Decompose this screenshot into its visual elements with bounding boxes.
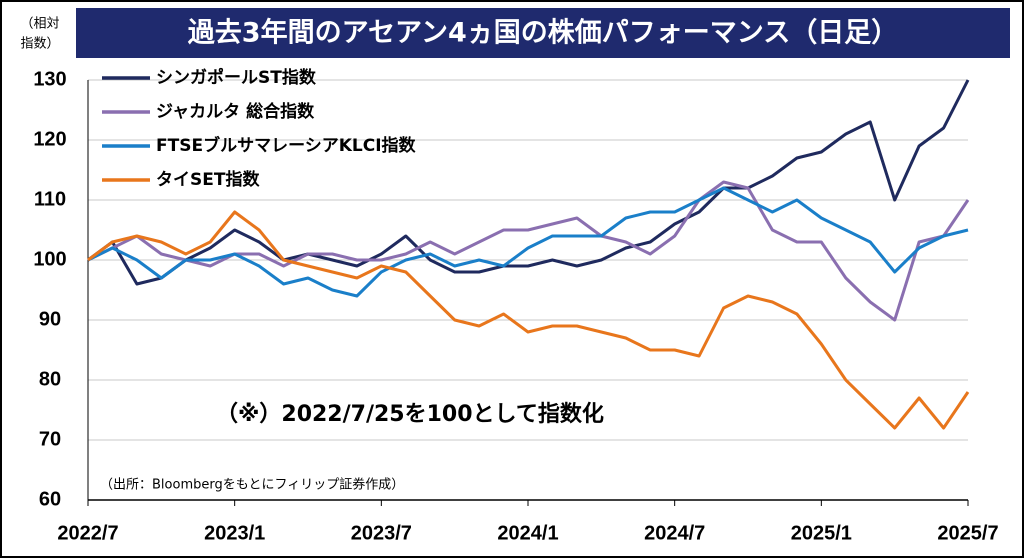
- y-tick-label: 80: [39, 368, 61, 390]
- y-tick-label: 70: [39, 428, 61, 450]
- x-tick-label: 2025/7: [937, 522, 998, 544]
- legend-label: FTSEブルサマレーシアKLCI指数: [156, 135, 417, 156]
- source-note: （出所：Bloombergをもとにフィリップ証券作成）: [100, 477, 404, 493]
- x-tick-label: 2025/1: [791, 522, 852, 544]
- title-box: [76, 8, 1010, 58]
- x-tick-label: 2023/1: [204, 522, 265, 544]
- annotation: （※）2022/7/25を100として指数化: [216, 401, 604, 427]
- chart-title: 過去3年間のアセアン4ヵ国の株価パフォーマンス（日足）: [188, 17, 898, 49]
- series-line: [87, 186, 969, 298]
- y-tick-label: 100: [33, 248, 66, 270]
- series-line: [87, 210, 970, 430]
- legend-label: タイSET指数: [156, 169, 260, 190]
- y-tick-label: 110: [34, 188, 66, 210]
- y-label: 指数）: [20, 37, 59, 52]
- x-tick-label: 2022/7: [57, 522, 118, 544]
- y-label: （相対: [20, 17, 59, 32]
- y-tick-label: 90: [39, 308, 61, 330]
- legend-label: シンガポールST指数: [156, 67, 317, 88]
- y-tick-label: 120: [33, 128, 66, 150]
- y-tick-label: 130: [33, 68, 66, 90]
- x-tick-label: 2023/7: [351, 522, 412, 544]
- x-tick-label: 2024/7: [644, 522, 705, 544]
- y-tick-label: 60: [39, 488, 61, 510]
- legend-label: ジャカルタ 総合指数: [156, 101, 315, 122]
- series-line: [87, 79, 970, 286]
- x-tick-label: 2024/1: [497, 522, 558, 544]
